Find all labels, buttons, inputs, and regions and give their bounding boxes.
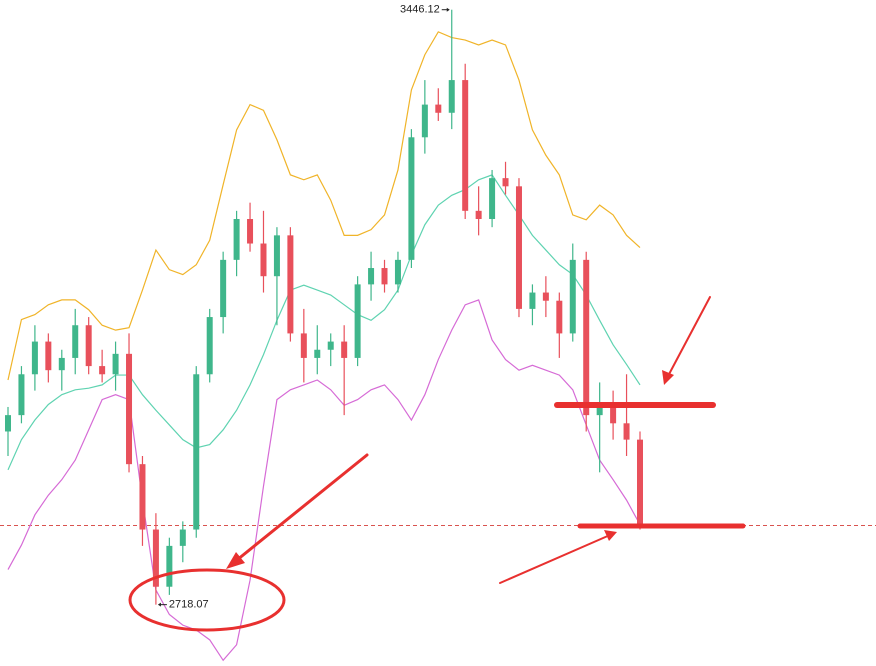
candle-body xyxy=(448,80,455,113)
candle-body xyxy=(112,353,119,375)
candle-body xyxy=(489,178,496,220)
candle-body xyxy=(421,104,428,138)
candle-body xyxy=(31,341,38,375)
circle-marker xyxy=(128,568,286,632)
low-label: 2718.07 xyxy=(169,599,209,611)
candle-body xyxy=(166,545,173,587)
arrowhead xyxy=(226,552,245,569)
candle-body xyxy=(596,406,603,416)
arrow xyxy=(230,453,369,566)
annotation-overlay xyxy=(128,296,746,632)
candle-body xyxy=(542,292,549,301)
candle-body xyxy=(341,341,348,358)
candle-body xyxy=(381,268,388,285)
candle-body xyxy=(462,80,469,211)
candle-body xyxy=(583,259,590,416)
candle-body xyxy=(300,333,307,358)
arrow xyxy=(666,296,711,379)
candle-body xyxy=(220,259,227,318)
candle-body xyxy=(99,366,106,375)
candle-body xyxy=(72,325,79,358)
candle-body xyxy=(610,406,617,424)
candle-body xyxy=(18,374,25,416)
candle-body xyxy=(623,423,630,440)
candle-body xyxy=(233,219,240,260)
candle-body xyxy=(179,529,186,546)
candle-body xyxy=(556,300,563,334)
candle-body xyxy=(569,259,576,334)
candle-body xyxy=(408,137,415,260)
candle-body xyxy=(273,235,280,277)
candle-body xyxy=(247,219,254,244)
band-line xyxy=(7,299,641,662)
candle-body xyxy=(126,353,133,465)
candle-body xyxy=(327,341,334,350)
candle-body xyxy=(193,374,200,530)
candle-body xyxy=(354,284,361,358)
candle-body xyxy=(206,317,213,375)
candle-body xyxy=(85,325,92,367)
arrowhead xyxy=(604,530,617,541)
candle-body xyxy=(502,178,509,187)
candle-body xyxy=(515,186,522,309)
candle-body xyxy=(45,341,52,371)
band-line xyxy=(7,31,641,381)
candle-body xyxy=(475,210,482,220)
candle-body xyxy=(139,464,146,530)
candle-body xyxy=(394,259,401,285)
label-arrowhead xyxy=(157,602,161,607)
candle-body xyxy=(287,235,294,334)
candle-body xyxy=(58,357,65,371)
high-label: 3446.12 xyxy=(400,4,440,16)
candle-body xyxy=(529,292,536,309)
candle-body xyxy=(314,349,321,358)
candle-body xyxy=(435,104,442,113)
candle-body xyxy=(5,415,11,432)
arrow xyxy=(499,534,611,584)
arrowhead xyxy=(662,370,674,385)
plot-area: 3446.12 2718.07 xyxy=(0,4,876,662)
candle-body xyxy=(637,439,643,526)
band-line xyxy=(7,174,641,471)
candle-body xyxy=(368,268,375,285)
candle-body xyxy=(152,529,159,587)
candle-body xyxy=(260,243,267,277)
label-arrowhead xyxy=(446,7,450,12)
